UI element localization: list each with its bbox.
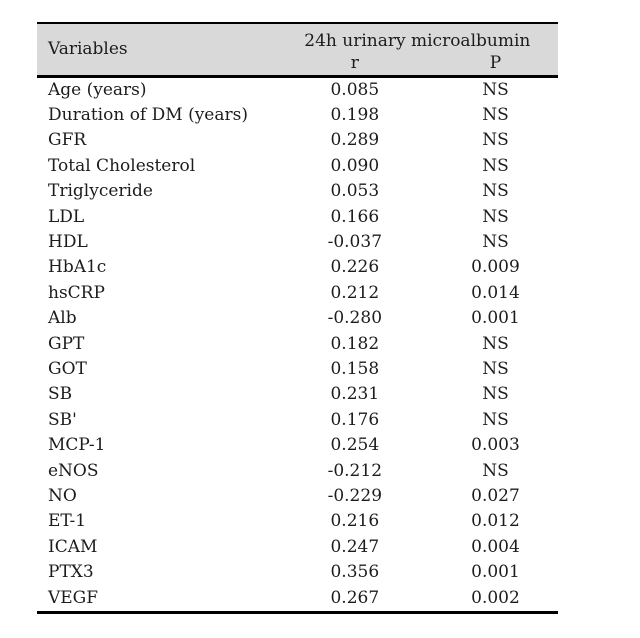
table-row: HbA1c 0.226 0.009 — [37, 255, 558, 280]
r-value-cell: 0.216 — [330, 511, 380, 532]
p-value-cell: NS — [482, 181, 509, 202]
p-value-cell: 0.014 — [471, 282, 520, 303]
r-value-cell: 0.158 — [330, 358, 380, 379]
variable-cell: HbA1c — [48, 257, 107, 278]
p-value-cell: 0.012 — [471, 511, 520, 532]
table-row: NO -0.229 0.027 — [37, 484, 558, 509]
table-row: PTX3 0.356 0.001 — [37, 560, 558, 585]
r-value-cell: 0.212 — [330, 282, 380, 303]
variable-cell: Total Cholesterol — [48, 155, 196, 176]
p-value-cell: NS — [482, 206, 509, 227]
column-header-r: r — [350, 52, 359, 73]
table-row: Duration of DM (years) 0.198 NS — [37, 103, 558, 128]
table-row: HDL -0.037 NS — [37, 230, 558, 255]
table-row: MCP-1 0.254 0.003 — [37, 433, 558, 458]
column-header-p: P — [489, 52, 502, 73]
correlation-table-container: Variables 24h urinary microalbumin r P A… — [37, 22, 558, 615]
table-row: VEGF 0.267 0.002 — [37, 586, 558, 613]
p-value-cell: NS — [482, 333, 509, 354]
variable-cell: hsCRP — [48, 282, 105, 303]
p-value-cell: NS — [482, 155, 509, 176]
p-value-cell: NS — [482, 130, 509, 151]
variable-cell: VEGF — [48, 587, 99, 608]
table-row: ET-1 0.216 0.012 — [37, 509, 558, 534]
variable-cell: Duration of DM (years) — [48, 104, 248, 125]
header-sub-row: r P — [37, 51, 558, 76]
variable-cell: eNOS — [48, 460, 99, 481]
r-value-cell: -0.280 — [327, 308, 383, 329]
table-row: ICAM 0.247 0.004 — [37, 535, 558, 560]
variable-cell: SB — [48, 384, 73, 405]
variable-cell: SB' — [48, 409, 77, 430]
r-value-cell: 0.090 — [330, 155, 380, 176]
table-row: SB 0.231 NS — [37, 382, 558, 407]
variable-cell: GFR — [48, 130, 87, 151]
variable-cell: PTX3 — [48, 562, 94, 583]
variable-cell: GPT — [48, 333, 85, 354]
r-value-cell: -0.229 — [327, 486, 383, 506]
p-value-cell: NS — [482, 409, 509, 430]
p-value-cell: NS — [482, 384, 509, 405]
p-value-cell: 0.001 — [471, 562, 520, 583]
variable-cell: Triglyceride — [48, 181, 153, 202]
variable-cell: NO — [48, 486, 77, 506]
p-value-cell: 0.004 — [471, 536, 520, 557]
variable-cell: MCP-1 — [48, 435, 106, 456]
variable-cell: ET-1 — [48, 511, 87, 532]
variable-cell: HDL — [48, 231, 88, 252]
variable-cell: Age (years) — [48, 79, 147, 100]
table-body: Age (years) 0.085 NS Duration of DM (yea… — [37, 76, 558, 613]
table-row: eNOS -0.212 NS — [37, 459, 558, 484]
p-value-cell: NS — [482, 231, 509, 252]
table-header: Variables 24h urinary microalbumin r P — [37, 23, 558, 76]
header-group-row: Variables 24h urinary microalbumin — [37, 23, 558, 59]
table-row: Alb -0.280 0.001 — [37, 306, 558, 331]
p-value-cell: 0.003 — [471, 435, 520, 456]
table-row: Age (years) 0.085 NS — [37, 76, 558, 103]
r-value-cell: 0.289 — [330, 130, 380, 151]
p-value-cell: 0.009 — [471, 257, 520, 278]
variable-cell: ICAM — [48, 536, 98, 557]
table-row: GPT 0.182 NS — [37, 332, 558, 357]
r-value-cell: 0.226 — [330, 257, 380, 278]
p-value-cell: NS — [482, 79, 509, 100]
r-value-cell: 0.182 — [330, 333, 380, 354]
r-value-cell: -0.037 — [327, 231, 383, 252]
p-value-cell: NS — [482, 460, 509, 481]
table-row: hsCRP 0.212 0.014 — [37, 281, 558, 306]
variable-cell: GOT — [48, 358, 87, 379]
variable-cell: Alb — [48, 308, 77, 329]
r-value-cell: 0.247 — [330, 536, 380, 557]
p-value-cell: NS — [482, 104, 509, 125]
variable-cell: LDL — [48, 206, 85, 227]
r-value-cell: 0.198 — [330, 104, 380, 125]
table-row: SB' 0.176 NS — [37, 408, 558, 433]
table-row: GFR 0.289 NS — [37, 128, 558, 153]
table-row: Total Cholesterol 0.090 NS — [37, 154, 558, 179]
p-value-cell: 0.027 — [471, 486, 520, 506]
r-value-cell: 0.254 — [330, 435, 380, 456]
table-row: Triglyceride 0.053 NS — [37, 179, 558, 204]
r-value-cell: 0.176 — [330, 409, 380, 430]
r-value-cell: 0.267 — [330, 587, 380, 608]
r-value-cell: 0.356 — [330, 562, 380, 583]
p-value-cell: 0.001 — [471, 308, 520, 329]
r-value-cell: 0.166 — [330, 206, 380, 227]
r-value-cell: 0.085 — [330, 79, 380, 100]
column-header-group: 24h urinary microalbumin — [304, 31, 531, 51]
correlation-table: Variables 24h urinary microalbumin r P A… — [37, 22, 558, 615]
r-value-cell: 0.231 — [330, 384, 380, 405]
table-row: GOT 0.158 NS — [37, 357, 558, 382]
r-value-cell: -0.212 — [327, 460, 383, 481]
p-value-cell: NS — [482, 358, 509, 379]
p-value-cell: 0.002 — [471, 587, 520, 608]
column-header-variables: Variables — [48, 39, 128, 60]
table-row: LDL 0.166 NS — [37, 205, 558, 230]
r-value-cell: 0.053 — [330, 181, 380, 202]
